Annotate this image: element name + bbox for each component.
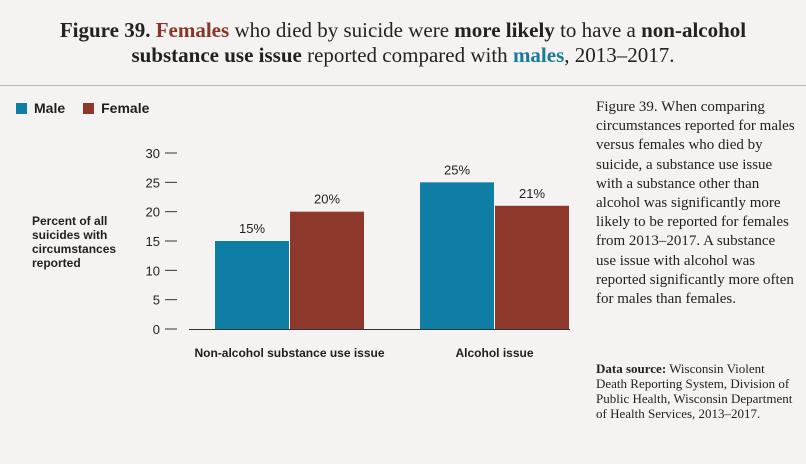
y-tick-label: 20 [146, 205, 160, 220]
y-tick-label: 30 [146, 146, 160, 161]
source-label: Data source: [596, 361, 667, 376]
y-tick-label: 0 [153, 322, 160, 337]
data-source: Data source: Wisconsin Violent Death Rep… [596, 361, 796, 421]
legend-item-male: Male [16, 100, 65, 116]
y-tick-label: 5 [153, 293, 160, 308]
title-line-2: substance use issue reported compared wi… [0, 43, 806, 68]
title-text: who died by suicide were [234, 18, 450, 42]
bar-female-1 [290, 211, 364, 329]
title-divider [0, 85, 806, 86]
y-tick-label: 25 [146, 175, 160, 190]
title-years: , 2013–2017. [564, 43, 675, 67]
legend-label-female: Female [101, 100, 150, 116]
x-category-label: Alcohol issue [455, 346, 533, 360]
bar-male-2 [420, 182, 494, 329]
legend-item-female: Female [83, 100, 149, 116]
title-substance-use: substance use issue [131, 43, 302, 67]
title-more-likely: more likely [454, 18, 555, 42]
title-females: Females [155, 18, 230, 42]
y-tick-label: 10 [146, 263, 160, 278]
y-axis-label: Percent of all suicides with circumstanc… [32, 214, 117, 270]
caption-figure-ref: Figure 39. [596, 99, 658, 115]
data-label: 15% [239, 221, 265, 236]
bar-female-2 [495, 205, 569, 329]
title-line-1: Figure 39. Females who died by suicide w… [0, 18, 806, 43]
title-text: reported compared with [307, 43, 508, 67]
title-males: males [512, 43, 565, 67]
title-non-alcohol: non-alcohol [641, 18, 747, 42]
title-text: to have a [560, 18, 636, 42]
data-label: 25% [444, 162, 470, 177]
caption-text: When comparing circumstances reported fo… [596, 99, 795, 308]
legend-label-male: Male [34, 100, 66, 116]
figure-caption: Figure 39. When comparing circumstances … [596, 98, 796, 309]
legend-swatch-male [16, 102, 27, 114]
chart-title: Figure 39. Females who died by suicide w… [0, 18, 806, 68]
x-category-label: Non-alcohol substance use issue [194, 346, 384, 360]
y-tick-label: 15 [146, 234, 160, 249]
title-figure-ref: Figure 39. [59, 18, 151, 42]
legend-swatch-female [83, 102, 95, 114]
data-label: 20% [314, 192, 340, 207]
legend: Male Female [16, 100, 167, 116]
data-label: 21% [519, 186, 545, 201]
bar-male-1 [215, 241, 289, 329]
source-text: Wisconsin Violent Death Reporting System… [596, 361, 793, 421]
